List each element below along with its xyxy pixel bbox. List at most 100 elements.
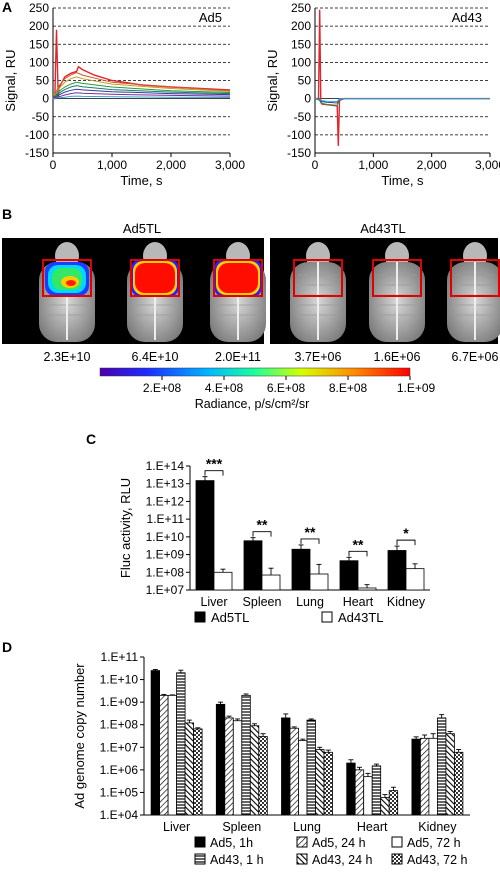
legend-swatch (391, 836, 403, 848)
bar (306, 719, 316, 816)
bar (289, 727, 299, 816)
y-tick-label: 0 (304, 92, 311, 106)
legend-label: Ad5, 1h (210, 836, 253, 850)
series-line (52, 85, 231, 99)
signal-peak (66, 280, 76, 286)
bar (411, 738, 421, 816)
y-tick-label: 1.E+06 (100, 763, 139, 777)
series-line (52, 76, 231, 99)
significance-marker: ** (257, 517, 268, 533)
significance-bracket (300, 538, 320, 544)
bar (323, 751, 333, 816)
significance-bracket (348, 550, 368, 557)
significance-bracket (396, 539, 416, 546)
radiance-value: 6.4E+10 (132, 350, 179, 364)
x-tick-label: 3,000 (215, 158, 245, 172)
radiance-value: 2.0E+11 (215, 350, 261, 364)
significance-marker: *** (206, 456, 223, 472)
y-axis-label: Ad genome copy number (72, 663, 87, 809)
panel-label-b: B (2, 206, 12, 222)
significance-bracket (204, 470, 224, 476)
roi-box (450, 259, 500, 297)
category-label: Liver (200, 595, 227, 609)
bar (354, 769, 365, 816)
y-tick-label: 50 (36, 74, 50, 88)
sensorgram-ad43: -150 -100 -50 0 50 100 150 200 250 0 1,000 2,000 3,0… (265, 1, 500, 188)
legend-label: Ad43TL (338, 610, 384, 625)
mouse-body (447, 262, 500, 342)
roi-box (213, 259, 263, 297)
series-line (52, 88, 231, 100)
bar (388, 790, 399, 816)
colorbar-tick-label: 4.E+08 (205, 381, 244, 395)
x-tick-label: 1,000 (358, 158, 388, 172)
category-label: Kidney (387, 595, 426, 609)
y-tick-label: -50 (294, 110, 312, 124)
y-tick-label: 1.E+10 (146, 530, 185, 544)
bar (215, 703, 226, 816)
y-tick-label: 250 (29, 1, 49, 15)
category-label: Lung (293, 820, 321, 834)
x-tick-label: 2,000 (417, 158, 447, 172)
y-tick-label: 150 (29, 37, 49, 51)
roi-box (42, 259, 92, 297)
group-label-ad43tl: Ad43TL (360, 221, 406, 236)
x-tick-label: 0 (312, 158, 319, 172)
significance-marker: ** (353, 536, 364, 552)
bar (298, 740, 308, 816)
y-tick-label: 100 (291, 55, 311, 69)
panel-label-c: C (86, 431, 96, 447)
y-tick-label: 0 (42, 92, 49, 106)
colorbar-gradient (99, 367, 411, 377)
bar (453, 751, 464, 816)
y-tick-label: 1.E+14 (146, 459, 185, 473)
y-axis-label: Signal, RU (265, 49, 280, 111)
signal-core (218, 263, 258, 293)
panel-label-a: A (2, 0, 12, 15)
bar (419, 737, 430, 816)
bar (167, 694, 178, 816)
legend-label: Ad5, 72 h (407, 836, 461, 850)
bar (380, 797, 390, 816)
x-tick-label: 3,000 (475, 158, 500, 172)
sensorgram-ad5: -150 -100 -50 0 50 100 150 200 250 0 1,000 2,000 3,0… (3, 1, 245, 188)
legend-label: Ad43, 1 h (210, 853, 264, 867)
bar (195, 480, 215, 591)
series-line (52, 92, 231, 100)
bar (387, 550, 407, 591)
mouse-image: 2.0E+11 (210, 242, 266, 364)
legend-swatch (296, 836, 308, 848)
category-label: Heart (343, 595, 374, 609)
bioluminescence-panel: Ad5TL Ad43TL 2.3E+10 6.4E+10 2.0E+11 3.7E+0… (2, 221, 500, 411)
legend-swatch (391, 853, 403, 865)
roi-box (293, 259, 343, 297)
y-tick-label: 1.E+07 (146, 583, 185, 597)
legend-label: Ad5, 24 h (312, 836, 366, 850)
colorbar-tick-label: 2.E+08 (143, 381, 182, 395)
colorbar: 2.E+08 4.E+08 6.E+08 8.E+08 1.E+09 Radiance, … (99, 367, 436, 411)
group-label-ad5tl: Ad5TL (123, 221, 161, 236)
bar (224, 717, 234, 816)
mouse-image: 6.7E+06 (447, 242, 500, 364)
bar (291, 548, 311, 591)
y-tick-label: -100 (287, 128, 311, 142)
y-tick-label: 150 (291, 37, 311, 51)
legend-swatch (296, 853, 308, 865)
mouse-image: 1.6E+06 (369, 242, 425, 364)
legend-swatch (194, 611, 206, 623)
y-tick-label: 1.E+04 (100, 808, 139, 822)
category-label: Spleen (222, 820, 261, 834)
bar (258, 736, 268, 816)
y-tick-label: 1.E+12 (146, 494, 185, 508)
series-line (52, 71, 231, 99)
bar (363, 776, 373, 816)
y-tick-label: 1.E+08 (100, 718, 139, 732)
legend-label: Ad5TL (211, 610, 249, 625)
y-tick-label: 1.E+13 (146, 477, 185, 491)
significance-marker: * (403, 525, 409, 541)
y-tick-label: 200 (29, 19, 49, 33)
radiance-value: 3.7E+06 (295, 350, 342, 364)
bar (193, 728, 203, 816)
y-tick-label: 1.E+07 (100, 740, 139, 754)
